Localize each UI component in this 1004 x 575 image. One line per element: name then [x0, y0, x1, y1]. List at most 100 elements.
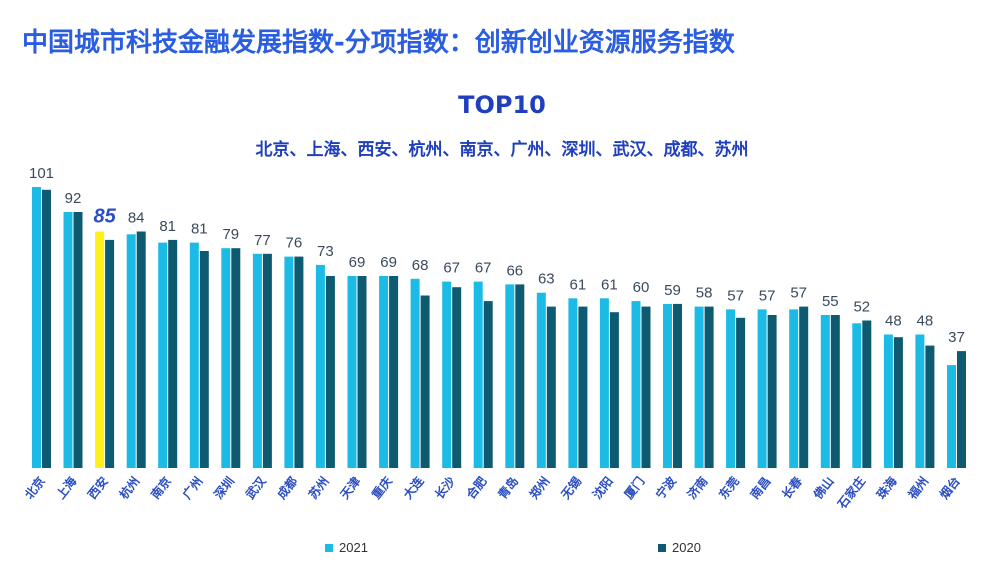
tick-label-28: 福州 [904, 474, 931, 503]
tick-label-7: 武汉 [242, 473, 269, 502]
value-label-18: 61 [601, 276, 618, 293]
value-label-13: 67 [443, 260, 460, 277]
value-label-14: 67 [475, 260, 492, 277]
bar-2021-8 [284, 256, 294, 468]
bar-2021-15 [505, 284, 515, 468]
value-label-9: 73 [317, 243, 334, 260]
legend-2020: 2020 [658, 540, 701, 555]
value-label-0: 101 [29, 165, 54, 182]
legend-label-2020: 2020 [672, 540, 701, 555]
bar-2020-17 [578, 306, 588, 468]
bar-2021-17 [568, 298, 578, 468]
value-label-27: 48 [885, 313, 902, 330]
bar-2020-10 [357, 276, 367, 468]
value-label-1: 92 [65, 190, 82, 207]
value-label-21: 58 [696, 285, 713, 302]
tick-label-16: 郑州 [526, 474, 553, 502]
bar-2020-1 [73, 212, 83, 468]
bar-2020-13 [452, 287, 462, 468]
tick-label-25: 佛山 [809, 474, 836, 503]
value-label-3: 84 [128, 210, 145, 227]
tick-label-0: 北京 [21, 474, 48, 502]
value-label-29: 37 [948, 329, 965, 346]
bar-2021-28 [915, 334, 925, 468]
bar-2020-16 [546, 306, 556, 468]
tick-label-27: 珠海 [873, 474, 900, 502]
bar-2021-6 [221, 248, 231, 468]
bar-2021-18 [599, 298, 609, 468]
bar-2021-12 [410, 278, 420, 468]
value-label-22: 57 [727, 287, 744, 304]
bar-2020-21 [704, 306, 714, 468]
bar-2020-26 [862, 320, 872, 468]
bar-2021-26 [852, 323, 862, 468]
bar-2020-5 [199, 251, 209, 468]
value-label-4: 81 [159, 218, 176, 235]
tick-label-22: 东莞 [715, 474, 742, 502]
tick-label-12: 大连 [400, 473, 427, 502]
bar-2021-16 [536, 292, 546, 468]
tick-label-19: 厦门 [621, 474, 648, 502]
tick-label-10: 天津 [337, 474, 364, 502]
value-label-6: 79 [222, 226, 239, 243]
bar-2021-13 [442, 281, 452, 468]
tick-label-20: 宁波 [652, 473, 679, 502]
bar-2020-12 [420, 295, 430, 468]
bar-2021-21 [694, 306, 704, 468]
bar-2021-20 [663, 303, 672, 468]
tick-label-24: 长春 [778, 473, 805, 502]
bar-2020-14 [483, 301, 493, 468]
bar-2020-23 [767, 315, 777, 468]
bar-2020-2 [105, 239, 115, 468]
legend-label-2021: 2021 [339, 540, 368, 555]
value-label-19: 60 [633, 279, 650, 296]
bar-2020-7 [262, 253, 272, 468]
tick-label-8: 成都 [274, 474, 301, 502]
value-label-11: 69 [380, 254, 397, 271]
bar-2021-24 [789, 309, 799, 468]
bar-2021-14 [473, 281, 483, 468]
bar-2020-24 [799, 306, 809, 468]
bar-2020-11 [389, 276, 399, 468]
page-title: 中国城市科技金融发展指数-分项指数：创新创业资源服务指数 [22, 28, 735, 58]
bar-2021-5 [189, 242, 199, 468]
tick-label-2: 西安 [84, 474, 111, 502]
bar-2021-23 [757, 309, 767, 468]
legend-swatch-2020 [658, 543, 666, 552]
tick-label-13: 长沙 [431, 474, 458, 502]
tick-label-23: 南昌 [747, 474, 774, 502]
bar-2021-19 [631, 301, 641, 468]
bar-2020-18 [609, 312, 619, 468]
value-label-26: 52 [853, 299, 870, 316]
value-label-16: 63 [538, 271, 555, 288]
value-label-8: 76 [286, 235, 303, 252]
value-label-7: 77 [254, 232, 271, 249]
tick-label-5: 广州 [179, 474, 206, 502]
tick-label-9: 苏州 [305, 474, 332, 502]
tick-label-29: 烟台 [936, 474, 963, 502]
chart-subtitle: TOP10 [458, 91, 546, 119]
bar-2020-22 [736, 317, 746, 468]
bar-2020-4 [168, 239, 178, 468]
legend-2021: 2021 [325, 540, 368, 555]
value-label-25: 55 [822, 293, 839, 310]
bar-2020-3 [136, 231, 146, 468]
value-label-2: 85 [93, 206, 116, 228]
tick-label-18: 沈阳 [589, 474, 616, 502]
bar-2021-1 [63, 212, 73, 468]
bar-2021-27 [883, 334, 893, 468]
bar-2021-7 [252, 253, 262, 468]
bar-2021-22 [726, 309, 736, 468]
tick-label-15: 青岛 [495, 474, 522, 502]
tick-label-26: 石家庄 [834, 474, 869, 512]
tick-label-4: 南京 [147, 474, 174, 502]
value-label-23: 57 [759, 287, 776, 304]
tick-label-3: 杭州 [116, 474, 143, 502]
tick-label-1: 上海 [53, 474, 80, 502]
value-label-12: 68 [412, 257, 429, 274]
bar-2020-6 [231, 248, 241, 468]
bar-2021-29 [947, 365, 956, 468]
bar-2021-10 [347, 276, 357, 468]
bar-2021-9 [315, 264, 325, 468]
